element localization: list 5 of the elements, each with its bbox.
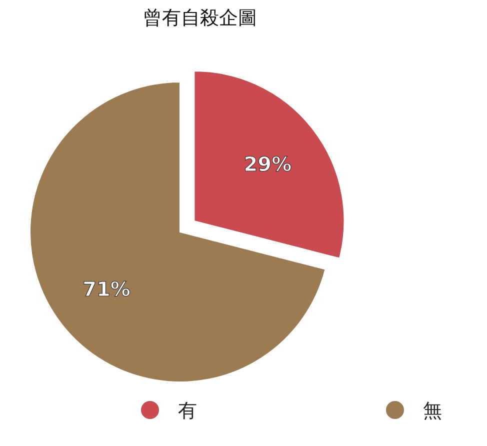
- legend-label: 有: [178, 400, 197, 422]
- data-label: 71%: [82, 277, 130, 301]
- chart-title: 曾有自殺企圖: [143, 7, 257, 29]
- data-label: 29%: [244, 152, 292, 176]
- legend-label: 無: [423, 400, 442, 422]
